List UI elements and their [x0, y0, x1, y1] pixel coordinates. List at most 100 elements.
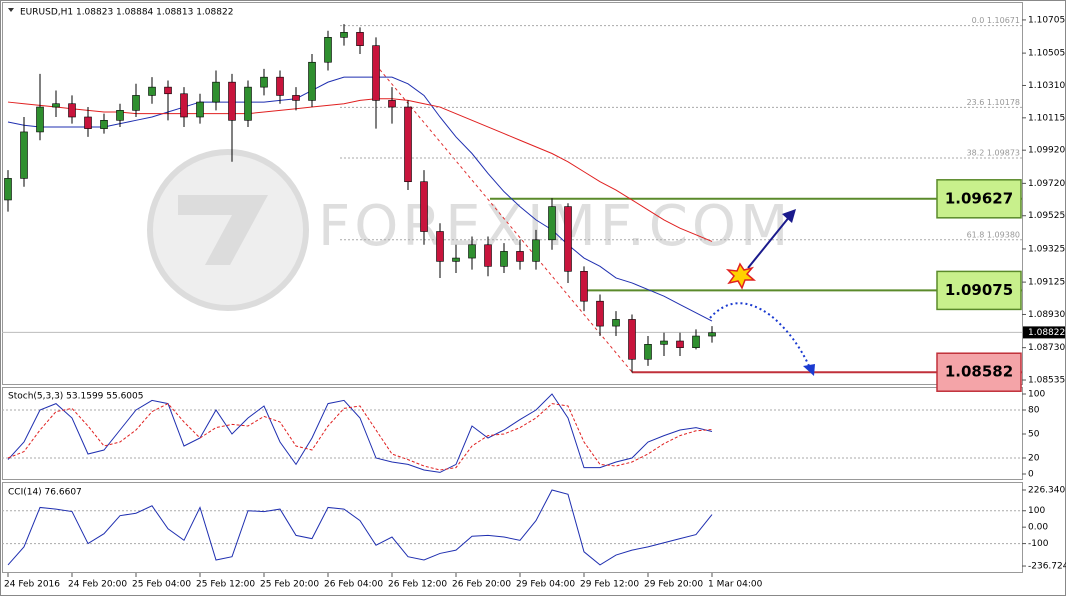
y-tick-label: 226.3407 [1028, 485, 1066, 495]
candle-body [20, 131, 28, 179]
y-tick-label: -100 [1028, 539, 1049, 549]
fib-trendline [375, 64, 633, 373]
candle-body [116, 110, 124, 121]
candle-body [436, 231, 444, 262]
y-tick-label: 1.09920 [1028, 146, 1065, 156]
current-price-label: 1.08822 [1028, 328, 1065, 338]
y-tick-label: 1.08730 [1028, 343, 1065, 353]
x-tick-label: 24 Feb 20:00 [68, 580, 127, 590]
candle-body [420, 181, 428, 232]
candle-body [388, 100, 396, 108]
level-label: 1.09075 [945, 281, 1013, 299]
candle-body [340, 32, 348, 38]
candle-body [468, 244, 476, 259]
y-tick-label: 0.00 [1028, 523, 1048, 533]
candle-body [628, 319, 636, 360]
x-tick-label: 26 Feb 04:00 [324, 580, 383, 590]
candle-body [100, 120, 108, 129]
y-tick-label: 50 [1028, 430, 1040, 440]
candle-body [532, 239, 540, 262]
y-tick-label: 1.09325 [1028, 244, 1065, 254]
main-panel [2, 2, 1023, 385]
y-tick-label: 100 [1028, 390, 1045, 400]
level-label: 1.08582 [945, 363, 1013, 381]
fib-label: 0.0 1.10671 [972, 16, 1020, 25]
fib-label: 61.8 1.09380 [967, 230, 1020, 239]
y-tick-label: 80 [1028, 406, 1040, 416]
candle-body [708, 332, 716, 337]
y-tick-label: 100 [1028, 506, 1045, 516]
x-tick-label: 24 Feb 2016 [4, 580, 60, 590]
level-label: 1.09627 [945, 189, 1013, 207]
y-tick-label: 1.08930 [1028, 310, 1065, 320]
candle-body [260, 76, 268, 88]
fib-label: 23.6 1.10178 [967, 98, 1020, 107]
candle-body [692, 335, 700, 348]
y-tick-label: 20 [1028, 454, 1040, 464]
y-tick-label: 1.10115 [1028, 113, 1065, 123]
candle-body [596, 300, 604, 327]
y-tick-label: 0 [1028, 470, 1034, 480]
candle-body [148, 86, 156, 96]
candle-body [564, 206, 572, 272]
y-tick-label: -236.7247 [1028, 562, 1066, 572]
x-tick-label: 26 Feb 20:00 [452, 580, 511, 590]
x-tick-label: 25 Feb 20:00 [260, 580, 319, 590]
x-tick-label: 29 Feb 20:00 [644, 580, 703, 590]
x-tick-label: 25 Feb 04:00 [132, 580, 191, 590]
candle-body [180, 93, 188, 118]
watermark-logo [178, 195, 268, 265]
level-box [936, 352, 1022, 392]
candle-body [36, 106, 44, 133]
y-tick-label: 1.08535 [1028, 376, 1065, 386]
moving-average [7, 76, 713, 322]
x-tick-label: 29 Feb 04:00 [516, 580, 575, 590]
candle-body [660, 340, 668, 345]
x-tick-label: 25 Feb 12:00 [196, 580, 255, 590]
indicator-line [7, 402, 713, 471]
y-tick-label: 1.09720 [1028, 179, 1065, 189]
y-tick-label: 1.10705 [1028, 15, 1065, 25]
y-tick-label: 1.10310 [1028, 81, 1065, 91]
candle-body [228, 81, 236, 121]
candle-body [484, 244, 492, 267]
candle-body [84, 116, 92, 129]
stoch-title: Stoch(5,3,3) 53.1599 55.6005 [8, 392, 143, 402]
x-tick-label: 29 Feb 12:00 [580, 580, 639, 590]
indicator-line [7, 489, 713, 566]
candle-body [404, 106, 412, 183]
candle-body [212, 81, 220, 103]
candle-body [580, 271, 588, 302]
y-tick-label: 1.10505 [1028, 49, 1065, 59]
candle-body [276, 76, 284, 96]
candle-body [500, 251, 508, 267]
fib-label: 38.2 1.09873 [967, 148, 1020, 157]
annotations [709, 209, 815, 376]
up-arrow [747, 215, 791, 269]
level-box [936, 270, 1022, 311]
candle-body [612, 319, 620, 327]
moving-average [7, 98, 713, 242]
indicator-line [7, 393, 713, 473]
level-box [936, 179, 1022, 219]
x-tick-label: 26 Feb 12:00 [388, 580, 447, 590]
cci-title: CCI(14) 76.6607 [8, 488, 82, 498]
y-tick-label: 1.09125 [1028, 278, 1065, 288]
candle-body [244, 86, 252, 121]
candle-body [68, 103, 76, 118]
candle-body [372, 45, 380, 101]
candle-body [452, 257, 460, 262]
down-arrowhead [803, 364, 815, 376]
x-tick-label: 1 Mar 04:00 [708, 580, 763, 590]
menu-arrow [8, 8, 14, 12]
candle-body [324, 37, 332, 63]
candle-body [4, 178, 12, 201]
candle-body [356, 32, 364, 46]
candle-body [676, 340, 684, 348]
candle-body [292, 95, 300, 101]
candle-body [196, 101, 204, 118]
candle-body [548, 206, 556, 241]
candle-body [164, 86, 172, 95]
candle-body [644, 344, 652, 360]
